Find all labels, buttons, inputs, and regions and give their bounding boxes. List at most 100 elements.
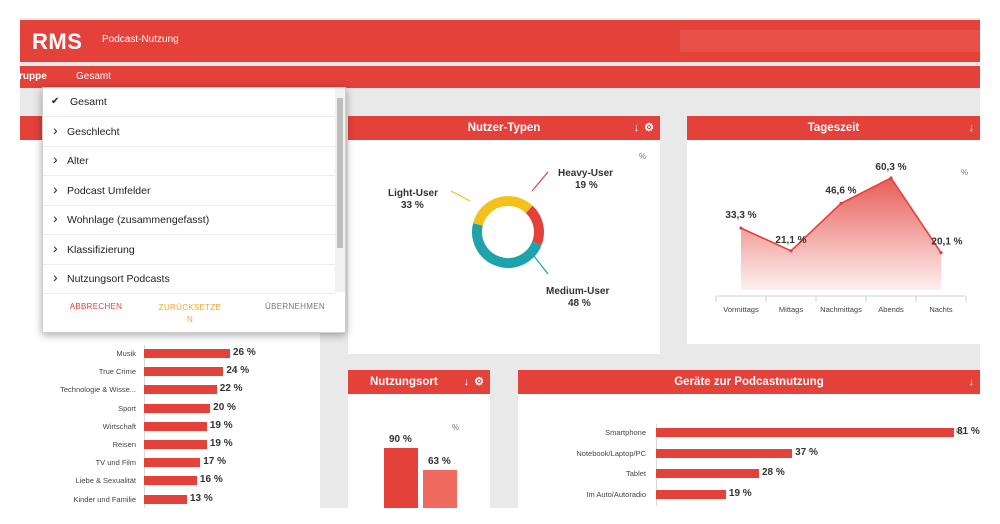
header-search-field[interactable]: [680, 30, 980, 52]
themen-bar[interactable]: [144, 458, 201, 468]
tageszeit-tick-label: Vormittags: [723, 305, 759, 314]
tageszeit-point[interactable]: [739, 226, 743, 230]
light-user-name: Light-User: [388, 188, 438, 199]
gear-icon[interactable]: ⚙: [474, 376, 484, 388]
geraete-bar[interactable]: [656, 448, 793, 458]
nutzungsort-title: Nutzungsort: [370, 376, 438, 388]
themen-category-label: Sport: [118, 403, 136, 413]
themen-bar[interactable]: [144, 494, 187, 504]
reset-button[interactable]: ZURÜCKSETZE N: [155, 302, 225, 326]
nutzer-typen-header: Nutzer-Typen ↓ ⚙: [348, 116, 660, 140]
geraete-bar[interactable]: [656, 428, 954, 437]
tageszeit-point[interactable]: [889, 176, 893, 180]
geraete-unit: %: [956, 428, 964, 437]
nutzer-typen-unit: %: [639, 152, 647, 161]
dropdown-item[interactable]: ✔ Gesamt: [43, 88, 335, 117]
dropdown-item-label: Podcast Umfelder: [67, 184, 151, 197]
cancel-button[interactable]: ABBRECHEN: [69, 302, 123, 311]
themen-value-label: 22 %: [219, 383, 243, 395]
nutzungsort-bar[interactable]: [384, 448, 418, 508]
themen-bar[interactable]: [144, 349, 230, 358]
nutzer-typen-panel: Nutzer-Typen ↓ ⚙ % Light-User 33 % Heavy-…: [348, 116, 660, 354]
tageszeit-title: Tageszeit: [807, 122, 860, 134]
tageszeit-area-chart: Vormittags Mittags Nachmittags Abends Nachts…: [715, 162, 967, 314]
geraete-value-label: 37 %: [795, 446, 818, 458]
nutzungsort-unit: %: [452, 423, 460, 432]
heavy-user-leader-line: [531, 171, 549, 192]
geraete-bar[interactable]: [656, 489, 726, 499]
dropdown-item-label: Gesamt: [70, 96, 107, 108]
themen-value-label: 26 %: [233, 347, 256, 358]
medium-user-value: 48 %: [568, 298, 591, 309]
tageszeit-point[interactable]: [939, 251, 943, 255]
dropdown-item[interactable]: › Alter: [43, 147, 335, 176]
tageszeit-point[interactable]: [839, 201, 843, 206]
tageszeit-data-label: 21,1 %: [775, 235, 806, 246]
rms-logo[interactable]: RMS: [32, 29, 83, 54]
dropdown-item[interactable]: › Podcast Umfelder: [43, 177, 335, 206]
themen-category-label: True Crime: [98, 367, 136, 377]
tageszeit-point[interactable]: [789, 249, 793, 253]
dropdown-item-label: Alter: [67, 155, 89, 167]
chevron-right-icon: ›: [53, 121, 58, 138]
app-title: Podcast-Nutzung: [102, 34, 179, 45]
themen-value-label: 13 %: [190, 492, 213, 504]
geraete-category-label: Tablet: [625, 469, 646, 478]
gear-icon[interactable]: ⚙: [644, 122, 654, 134]
donut-slice-heavy-user[interactable]: [525, 205, 544, 246]
download-arrow-icon[interactable]: ↓: [633, 122, 640, 134]
geraete-axis-line: [656, 424, 657, 506]
filter-selected-value[interactable]: Gesamt: [76, 71, 112, 82]
filter-dropdown-menu: ✔ Gesamt › Geschlecht › Alter › Podcast Umfelde…: [42, 87, 346, 333]
nutzungsort-header: Nutzungsort ↓ ⚙: [348, 370, 490, 394]
medium-user-leader-line: [533, 255, 549, 275]
nutzungsort-value-label: 63 %: [428, 455, 451, 467]
themen-bar[interactable]: [144, 385, 217, 395]
download-arrow-icon[interactable]: ↓: [968, 122, 975, 134]
geraete-bar[interactable]: [656, 469, 759, 478]
themen-bar[interactable]: [144, 421, 207, 431]
tageszeit-data-label: 46,6 %: [825, 185, 856, 196]
chevron-right-icon: ›: [53, 210, 58, 226]
tageszeit-tick-label: Abends: [878, 305, 904, 314]
themen-category-label: Technologie & Wisse...: [60, 385, 136, 395]
geraete-value-label: 81 %: [957, 426, 980, 437]
dropdown-scrollbar[interactable]: [335, 88, 345, 292]
themen-bar[interactable]: [144, 440, 207, 449]
light-user-leader-line: [450, 190, 471, 202]
medium-user-name: Medium-User: [546, 286, 610, 297]
download-arrow-icon[interactable]: ↓: [968, 376, 975, 388]
apply-button[interactable]: ÜBERNEHMEN: [265, 302, 325, 311]
themen-value-label: 19 %: [209, 438, 233, 449]
scrollbar-thumb[interactable]: [337, 98, 343, 248]
themen-bar[interactable]: [144, 403, 211, 413]
geraete-value-label: 28 %: [762, 467, 785, 478]
themen-category-label: Reisen: [112, 440, 136, 449]
download-arrow-icon[interactable]: ↓: [463, 376, 470, 388]
themen-category-label: Liebe & Sexualität: [75, 476, 136, 486]
themen-value-label: 19 %: [209, 419, 233, 431]
filter-bar: ruppe Gesamt: [20, 66, 980, 88]
dropdown-item[interactable]: › Nutzungsort Podcasts: [43, 265, 335, 294]
heavy-user-name: Heavy-User: [558, 168, 614, 179]
dropdown-item[interactable]: › Geschlecht: [43, 118, 335, 147]
dropdown-item[interactable]: › Klassifizierung: [43, 236, 335, 265]
chevron-right-icon: ›: [53, 180, 58, 197]
chevron-right-icon: ›: [53, 239, 58, 256]
themen-category-label: Wirtschaft: [102, 421, 136, 431]
nutzungsort-bar[interactable]: [423, 469, 457, 508]
nutzungsort-panel: Nutzungsort ↓ ⚙ % 90 % 63 %: [348, 370, 490, 508]
themen-bar[interactable]: [144, 367, 224, 377]
check-icon: ✔: [51, 96, 60, 107]
tageszeit-data-label: 60,3 %: [875, 162, 906, 173]
nutzungsort-value-label: 90 %: [389, 434, 412, 445]
tageszeit-tick-label: Mittags: [779, 305, 803, 314]
themen-category-label: TV und Film: [95, 458, 136, 468]
dropdown-item-label: Geschlecht: [67, 125, 120, 138]
top-header-bar: RMS Podcast-Nutzung: [20, 20, 980, 62]
themen-bar[interactable]: [144, 476, 197, 486]
dropdown-item[interactable]: › Wohnlage (zusammengefasst): [43, 206, 335, 235]
geraete-category-label: Notebook/Laptop/PC: [576, 448, 646, 458]
donut-slice-medium-user[interactable]: [472, 223, 542, 268]
donut-slice-light-user[interactable]: [473, 196, 533, 226]
